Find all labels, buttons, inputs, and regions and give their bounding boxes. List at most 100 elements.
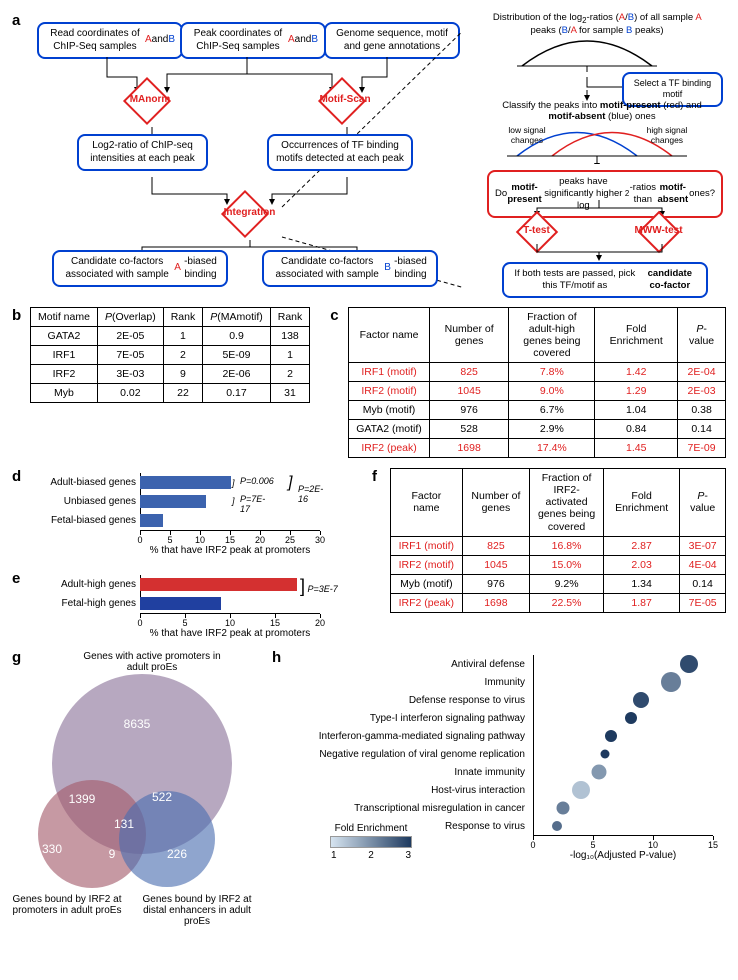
table-row: Myb (motif)9769.2%1.340.14 [391, 574, 726, 593]
table-header: P-value [678, 308, 726, 363]
table-header: Number of genes [429, 308, 509, 363]
axis-tick: 5 [590, 840, 595, 850]
axis-tick: 30 [315, 535, 325, 545]
bubble [625, 712, 637, 724]
axis-tick: 10 [195, 535, 205, 545]
venn-diagram: 863513995221313309226 [12, 669, 262, 889]
panel-c-label: c [330, 307, 338, 324]
axis-tick: 0 [530, 840, 535, 850]
axis-tick: 10 [225, 618, 235, 628]
axis-tick: 0 [137, 618, 142, 628]
panel-f-label: f [372, 468, 377, 485]
table-header: Fold Enrichment [603, 469, 679, 536]
table-header: Rank [163, 308, 203, 327]
bubble [592, 765, 607, 780]
bar-fill [140, 578, 297, 591]
bubble-label: Negative regulation of viral genome repl… [290, 749, 533, 760]
axis-tick: 0 [137, 535, 142, 545]
dist-text: Distribution of the log2-ratios (A/B) of… [482, 12, 712, 37]
table-row: GATA2 (motif)5282.9%0.840.14 [349, 420, 726, 439]
bubble [601, 750, 610, 759]
bubble-label: Defense response to virus [290, 695, 533, 706]
axis-tick: 5 [182, 618, 187, 628]
bubble-row: Host-virus interaction [290, 781, 726, 799]
venn-left-label: Genes bound by IRF2 at promoters in adul… [12, 894, 122, 916]
motifscan-label: Motif-Scan [310, 94, 380, 105]
table-header: Number of genes [462, 469, 530, 536]
bubble-row: Type-I interferon signaling pathway [290, 709, 726, 727]
venn-value: 131 [114, 817, 134, 831]
bar-fill [140, 495, 206, 508]
table-row: GATA22E-0510.9138 [31, 327, 310, 346]
axis-title: -log₁₀(Adjusted P-value) [533, 850, 713, 861]
table-row: IRF2 (motif)10459.0%1.292E-03 [349, 382, 726, 401]
low-signal: low signal changes [502, 125, 552, 145]
row-bc: b Motif nameP(Overlap)RankP(MAmotif)Rank… [12, 307, 726, 458]
bubble-row: Transcriptional misregulation in cancer [290, 799, 726, 817]
venn-value: 226 [167, 847, 187, 861]
table-header: P-value [680, 469, 726, 536]
axis-tick: 15 [270, 618, 280, 628]
panel-a: a Read coordinates of ChIP-Seq samples A… [12, 12, 726, 297]
bubble [572, 781, 590, 799]
table-header: Fraction of IRF2-activated genes being c… [530, 469, 604, 536]
table-row: IRF23E-0392E-062 [31, 365, 310, 384]
bubble-row: Defense response to virus [290, 691, 726, 709]
box-cofactors-b: Candidate co-factors associated with sam… [262, 250, 438, 287]
bubble-label: Immunity [290, 677, 533, 688]
table-header: Factor name [391, 469, 463, 536]
bar-fill [140, 597, 221, 610]
venn-circle [119, 791, 215, 887]
mww-label: MWW-test [626, 225, 691, 236]
box-occurrences: Occurrences of TF binding motifs detecte… [267, 134, 413, 171]
table-f: Factor nameNumber of genesFraction of IR… [390, 468, 726, 612]
bubble-label: Transcriptional misregulation in cancer [290, 803, 533, 814]
bar-fill [140, 514, 163, 527]
chart-h: Antiviral defense Immunity Defense respo… [290, 649, 726, 861]
table-c: Factor nameNumber of genesFraction of ad… [348, 307, 726, 458]
axis-title: % that have IRF2 peak at promoters [140, 628, 320, 639]
axis-tick: 15 [708, 840, 718, 850]
row-gh: g Genes with active promoters in adult p… [12, 649, 726, 929]
venn-value: 330 [42, 842, 62, 856]
bubble-row: Immunity [290, 673, 726, 691]
bubble [605, 730, 617, 742]
table-row: IRF1 (motif)8257.8%1.422E-04 [349, 363, 726, 382]
bubble [680, 655, 698, 673]
bar-fill [140, 476, 231, 489]
venn-value: 522 [152, 790, 172, 804]
venn-right-label: Genes bound by IRF2 at distal enhancers … [132, 894, 262, 927]
bubble-label: Host-virus interaction [290, 785, 533, 796]
table-row: IRF17E-0525E-091 [31, 346, 310, 365]
table-header: Fraction of adult-high genes being cover… [509, 308, 595, 363]
classify-text: Classify the peaks into motif-present (r… [492, 100, 712, 123]
axis-title: % that have IRF2 peak at promoters [140, 545, 320, 556]
bar-label: Adult-high genes [16, 579, 140, 590]
bar-row: Fetal-biased genes [16, 511, 352, 529]
table-row: Myb (motif)9766.7%1.040.38 [349, 401, 726, 420]
table-header: P(MAmotif) [203, 308, 271, 327]
bubble-row: Antiviral defense [290, 655, 726, 673]
bar-label: Fetal-biased genes [16, 515, 140, 526]
panel-b-label: b [12, 307, 21, 324]
bubble [633, 692, 649, 708]
table-row: Myb0.02220.1731 [31, 384, 310, 403]
chart-d: Adult-biased genes Unbiased genes Fetal-… [12, 468, 352, 556]
table-row: IRF1 (motif)82516.8%2.873E-07 [391, 536, 726, 555]
bubble-label: Antiviral defense [290, 659, 533, 670]
axis-tick: 10 [648, 840, 658, 850]
fold-legend: Fold Enrichment 123 [330, 823, 412, 861]
box-log2ratio: Log2-ratio of ChIP-seq intensities at ea… [77, 134, 208, 171]
ttest-label: T-test [509, 225, 564, 236]
venn-value: 8635 [124, 717, 151, 731]
bubble [552, 821, 562, 831]
axis-tick: 20 [315, 618, 325, 628]
venn-value: 1399 [69, 792, 96, 806]
bar-label: Unbiased genes [16, 496, 140, 507]
bubble-row: Negative regulation of viral genome repl… [290, 745, 726, 763]
bubble-row: Innate immunity [290, 763, 726, 781]
bubble [557, 802, 570, 815]
bubble-label: Type-I interferon signaling pathway [290, 713, 533, 724]
table-header: Rank [270, 308, 310, 327]
integration-label: Integration [212, 207, 287, 218]
